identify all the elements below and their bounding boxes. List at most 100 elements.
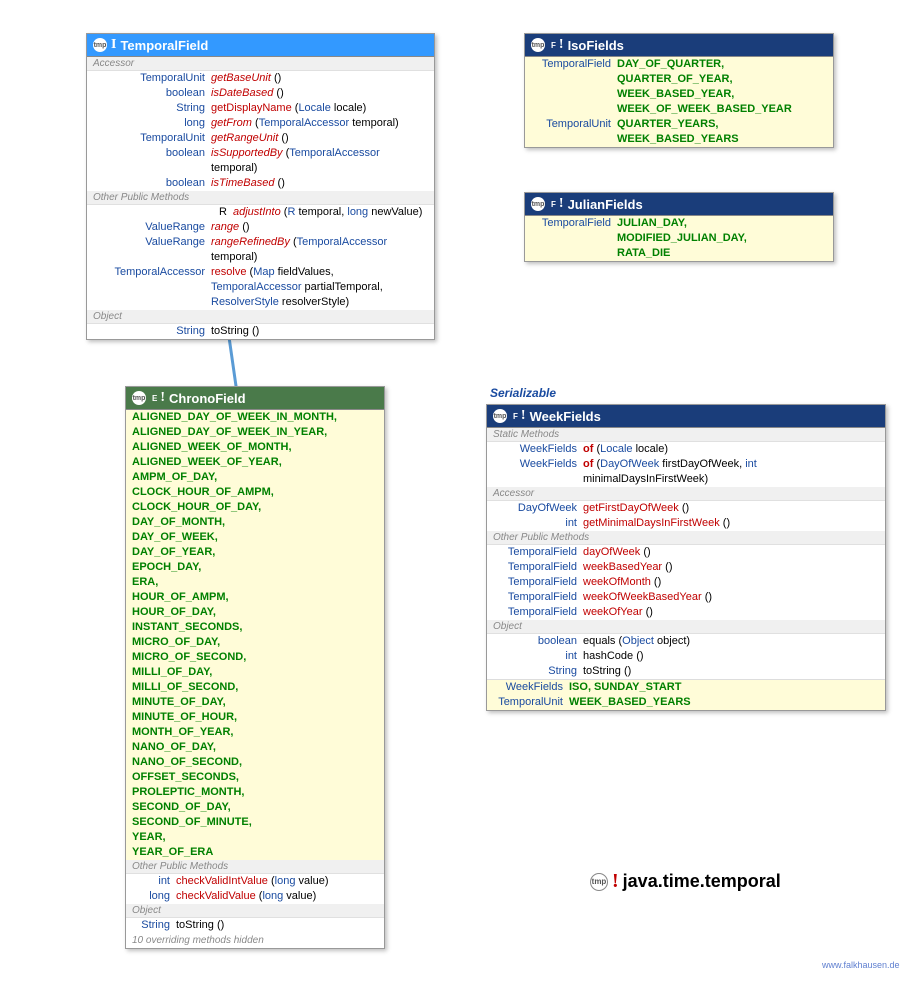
member-row: TemporalField weekOfYear () (487, 605, 885, 620)
class-title: TemporalField (120, 38, 208, 53)
enum-constant: MINUTE_OF_HOUR, (126, 710, 384, 725)
class-box-temporalfield: tmp I TemporalField Accessor TemporalUni… (86, 33, 435, 340)
enum-constant: HOUR_OF_AMPM, (126, 590, 384, 605)
field-row: QUARTER_OF_YEAR, (525, 72, 833, 87)
clock-icon: tmp (531, 197, 545, 211)
section-label: Other Public Methods (487, 531, 885, 545)
enum-constant: INSTANT_SECONDS, (126, 620, 384, 635)
member-row: TemporalField weekBasedYear () (487, 560, 885, 575)
enum-constant: DAY_OF_YEAR, (126, 545, 384, 560)
stereotype-sup: F (551, 200, 556, 209)
enum-constant: SECOND_OF_DAY, (126, 800, 384, 815)
enum-constant: YEAR, (126, 830, 384, 845)
enum-constant: YEAR_OF_ERA (126, 845, 384, 860)
section-label: Accessor (87, 57, 434, 71)
enum-constant: ERA, (126, 575, 384, 590)
field-row: WEEK_OF_WEEK_BASED_YEAR (525, 102, 833, 117)
member-row: int hashCode () (487, 649, 885, 664)
credit-link[interactable]: www.falkhausen.de (822, 960, 900, 970)
member-row: TemporalUnit getBaseUnit () (87, 71, 434, 86)
stereotype-marker: ! (559, 37, 564, 53)
field-row: WEEK_BASED_YEAR, (525, 87, 833, 102)
class-box-chronofield: tmp E ! ChronoField ALIGNED_DAY_OF_WEEK_… (125, 386, 385, 949)
enum-constant: AMPM_OF_DAY, (126, 470, 384, 485)
clock-icon: tmp (531, 38, 545, 52)
member-row: String toString () (87, 324, 434, 339)
member-row: WeekFields of (DayOfWeek firstDayOfWeek,… (487, 457, 885, 487)
serializable-label: Serializable (490, 386, 556, 400)
member-row: boolean isTimeBased () (87, 176, 434, 191)
member-row: String getDisplayName (Locale locale) (87, 101, 434, 116)
section-label: Object (87, 310, 434, 324)
field-row: TemporalUnit WEEK_BASED_YEARS (487, 695, 885, 710)
enum-constant: MILLI_OF_SECOND, (126, 680, 384, 695)
member-row: TemporalField dayOfWeek () (487, 545, 885, 560)
member-row: WeekFields of (Locale locale) (487, 442, 885, 457)
member-row: int getMinimalDaysInFirstWeek () (487, 516, 885, 531)
enum-constant: ALIGNED_WEEK_OF_MONTH, (126, 440, 384, 455)
stereotype-marker: I (111, 37, 116, 53)
member-row: TemporalAccessor partialTemporal, (87, 280, 434, 295)
member-row: long getFrom (TemporalAccessor temporal) (87, 116, 434, 131)
class-header: tmp I TemporalField (87, 34, 434, 57)
enum-constant: DAY_OF_MONTH, (126, 515, 384, 530)
section-label: Accessor (487, 487, 885, 501)
section-label: Object (487, 620, 885, 634)
enum-constant: OFFSET_SECONDS, (126, 770, 384, 785)
stereotype-marker: ! (521, 408, 526, 424)
member-row: ValueRange rangeRefinedBy (TemporalAcces… (87, 235, 434, 265)
section-label: Other Public Methods (87, 191, 434, 205)
member-row: TemporalAccessor resolve (Map fieldValue… (87, 265, 434, 280)
member-row: int checkValidIntValue (long value) (126, 874, 384, 889)
class-header: tmp F ! JulianFields (525, 193, 833, 216)
class-title: WeekFields (530, 409, 601, 424)
class-box-julianfields: tmp F ! JulianFields TemporalField JULIA… (524, 192, 834, 262)
field-row: TemporalField JULIAN_DAY, (525, 216, 833, 231)
member-row: String toString () (487, 664, 885, 679)
member-row: boolean equals (Object object) (487, 634, 885, 649)
class-header: tmp E ! ChronoField (126, 387, 384, 410)
member-row: boolean isSupportedBy (TemporalAccessor … (87, 146, 434, 176)
enum-constant: ALIGNED_WEEK_OF_YEAR, (126, 455, 384, 470)
stereotype-sup: F (513, 412, 518, 421)
enum-constant: NANO_OF_SECOND, (126, 755, 384, 770)
class-header: tmp F ! IsoFields (525, 34, 833, 57)
member-row: boolean isDateBased () (87, 86, 434, 101)
class-box-isofields: tmp F ! IsoFields TemporalField DAY_OF_Q… (524, 33, 834, 148)
member-row: String toString () (126, 918, 384, 933)
hidden-methods-note: 10 overriding methods hidden (126, 933, 384, 948)
enum-constant: NANO_OF_DAY, (126, 740, 384, 755)
enum-constant: MINUTE_OF_DAY, (126, 695, 384, 710)
field-row: WEEK_BASED_YEARS (525, 132, 833, 147)
class-title: ChronoField (169, 391, 246, 406)
member-row: TemporalField weekOfWeekBasedYear () (487, 590, 885, 605)
class-header: tmp F ! WeekFields (487, 405, 885, 428)
enum-constant: PROLEPTIC_MONTH, (126, 785, 384, 800)
section-label: Static Methods (487, 428, 885, 442)
member-row: ResolverStyle resolverStyle) (87, 295, 434, 310)
enum-constant: ALIGNED_DAY_OF_WEEK_IN_YEAR, (126, 425, 384, 440)
section-label: Object (126, 904, 384, 918)
class-title: IsoFields (568, 38, 624, 53)
package-marker: ! (612, 870, 619, 893)
clock-icon: tmp (493, 409, 507, 423)
enum-constant: CLOCK_HOUR_OF_DAY, (126, 500, 384, 515)
enum-constant: MICRO_OF_DAY, (126, 635, 384, 650)
stereotype-marker: ! (160, 390, 165, 406)
field-row: WeekFields ISO, SUNDAY_START (487, 680, 885, 695)
enum-constant: ALIGNED_DAY_OF_WEEK_IN_MONTH, (126, 410, 384, 425)
clock-icon: tmp (590, 873, 608, 891)
clock-icon: tmp (132, 391, 146, 405)
field-row: TemporalUnit QUARTER_YEARS, (525, 117, 833, 132)
member-row: TemporalField weekOfMonth () (487, 575, 885, 590)
field-row: TemporalField DAY_OF_QUARTER, (525, 57, 833, 72)
enum-constant: CLOCK_HOUR_OF_AMPM, (126, 485, 384, 500)
section-label: Other Public Methods (126, 860, 384, 874)
member-row: DayOfWeek getFirstDayOfWeek () (487, 501, 885, 516)
field-row: MODIFIED_JULIAN_DAY, (525, 231, 833, 246)
member-row: TemporalUnit getRangeUnit () (87, 131, 434, 146)
class-title: JulianFields (568, 197, 643, 212)
stereotype-sup: F (551, 41, 556, 50)
field-row: RATA_DIE (525, 246, 833, 261)
clock-icon: tmp (93, 38, 107, 52)
